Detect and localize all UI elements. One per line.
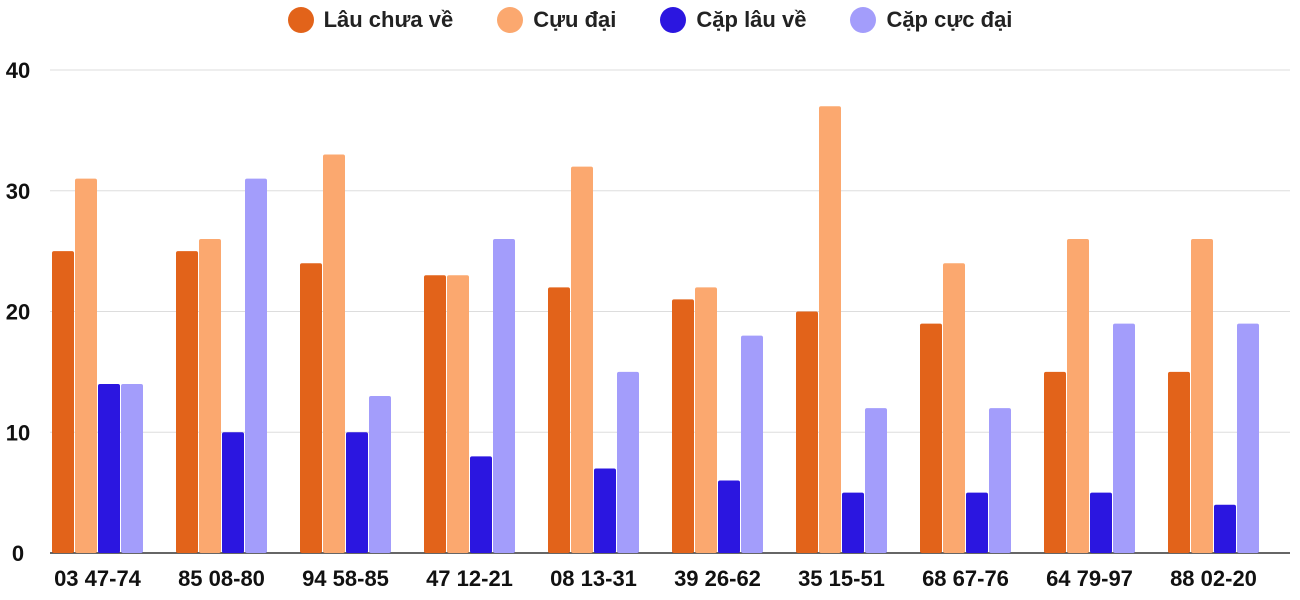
bar[interactable] bbox=[989, 408, 1011, 553]
y-axis: 0 10 20 30 40 bbox=[6, 58, 30, 566]
bar[interactable] bbox=[672, 299, 694, 553]
bar[interactable] bbox=[470, 456, 492, 553]
bar[interactable] bbox=[300, 263, 322, 553]
x-tick-label: 08 13-31 bbox=[550, 566, 637, 591]
bars bbox=[52, 106, 1259, 554]
bar[interactable] bbox=[865, 408, 887, 553]
bar[interactable] bbox=[1237, 323, 1259, 553]
bar[interactable] bbox=[796, 311, 818, 554]
y-tick-label: 0 bbox=[12, 541, 24, 566]
legend-label-cuu-dai: Cựu đại bbox=[533, 7, 617, 32]
bar[interactable] bbox=[199, 239, 221, 554]
x-tick-label: 85 08-80 bbox=[178, 566, 265, 591]
bar[interactable] bbox=[447, 275, 469, 553]
x-tick-label: 68 67-76 bbox=[922, 566, 1009, 591]
x-tick-label: 47 12-21 bbox=[426, 566, 513, 591]
x-tick-label: 35 15-51 bbox=[798, 566, 885, 591]
bar[interactable] bbox=[1090, 492, 1112, 553]
legend-item-cuu-dai[interactable]: Cựu đại bbox=[497, 7, 616, 33]
bar[interactable] bbox=[920, 323, 942, 553]
bar[interactable] bbox=[176, 251, 198, 553]
x-tick-label: 64 79-97 bbox=[1046, 566, 1133, 591]
bar[interactable] bbox=[594, 468, 616, 553]
legend-label-lau-chua-ve: Lâu chưa về bbox=[323, 7, 454, 32]
bar[interactable] bbox=[842, 492, 864, 553]
bar[interactable] bbox=[98, 383, 120, 553]
bar[interactable] bbox=[245, 178, 267, 554]
y-tick-label: 20 bbox=[6, 300, 30, 325]
legend-swatch-lau-chua-ve bbox=[287, 7, 314, 33]
y-tick-label: 40 bbox=[6, 58, 30, 83]
legend-item-lau-chua-ve[interactable]: Lâu chưa về bbox=[287, 7, 454, 33]
bar[interactable] bbox=[323, 154, 345, 553]
legend-item-cap-lau-ve[interactable]: Cặp lâu về bbox=[660, 7, 806, 33]
x-tick-label: 94 58-85 bbox=[302, 566, 389, 591]
legend-swatch-cap-lau-ve bbox=[660, 7, 687, 33]
bar[interactable] bbox=[548, 287, 570, 553]
bar[interactable] bbox=[493, 239, 515, 554]
x-tick-label: 03 47-74 bbox=[54, 566, 142, 591]
bar[interactable] bbox=[1191, 239, 1213, 554]
bar[interactable] bbox=[695, 287, 717, 553]
bar[interactable] bbox=[819, 106, 841, 553]
x-tick-label: 39 26-62 bbox=[674, 566, 761, 591]
legend-label-cap-lau-ve: Cặp lâu về bbox=[696, 7, 807, 32]
y-tick-label: 30 bbox=[6, 179, 30, 204]
bar[interactable] bbox=[121, 383, 143, 553]
bar[interactable] bbox=[1113, 323, 1135, 553]
bar[interactable] bbox=[1168, 371, 1190, 553]
chart-legend: Lâu chưa về Cựu đại Cặp lâu về Cặp cực đ… bbox=[0, 4, 1300, 36]
bar[interactable] bbox=[369, 396, 391, 553]
bar[interactable] bbox=[718, 480, 740, 553]
legend-swatch-cap-cuc-dai bbox=[850, 7, 877, 33]
legend-label-cap-cuc-dai: Cặp cực đại bbox=[886, 7, 1013, 32]
legend-item-cap-cuc-dai[interactable]: Cặp cực đại bbox=[850, 7, 1012, 33]
x-tick-label: 88 02-20 bbox=[1170, 566, 1257, 591]
bar[interactable] bbox=[741, 335, 763, 553]
x-axis: 03 47-74 85 08-80 94 58-85 47 12-21 08 13-31… bbox=[54, 566, 1257, 591]
bar[interactable] bbox=[943, 263, 965, 553]
bar[interactable] bbox=[571, 166, 593, 553]
bar[interactable] bbox=[617, 371, 639, 553]
bar[interactable] bbox=[75, 178, 97, 554]
y-tick-label: 10 bbox=[6, 420, 30, 445]
bar[interactable] bbox=[1067, 239, 1089, 554]
legend-swatch-cuu-dai bbox=[497, 7, 524, 33]
bar[interactable] bbox=[424, 275, 446, 553]
bar[interactable] bbox=[966, 492, 988, 553]
bar[interactable] bbox=[1044, 371, 1066, 553]
bar[interactable] bbox=[222, 432, 244, 553]
bar[interactable] bbox=[1214, 504, 1236, 553]
bar[interactable] bbox=[346, 432, 368, 553]
bar[interactable] bbox=[52, 251, 74, 553]
